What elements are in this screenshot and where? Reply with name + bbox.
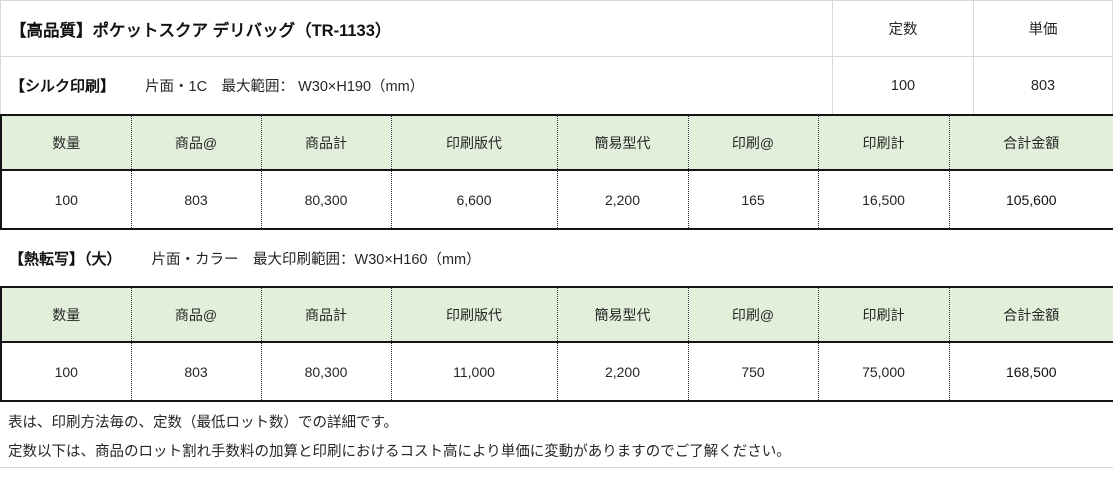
header-item-unit: 商品@: [130, 115, 261, 171]
header-grand-total: 合計金額: [948, 115, 1113, 171]
silk-item-unit: 803: [130, 170, 261, 229]
thermal-price-table: 数量 商品@ 商品計 印刷版代 簡易型代 印刷@ 印刷計 合計金額 100 80…: [0, 286, 1113, 402]
thermal-quantity: 100: [1, 342, 131, 401]
thermal-table-header-row: 数量 商品@ 商品計 印刷版代 簡易型代 印刷@ 印刷計 合計金額: [1, 287, 1113, 343]
silk-print-total: 16,500: [817, 170, 949, 229]
product-title: 【高品質】ポケットスクア デリバッグ（TR-1133）: [0, 1, 833, 57]
silk-teisu-value: 100: [833, 57, 974, 114]
thermal-section-header: 【熱転写】（大） 片面・カラー 最大印刷範囲：W30×H160（mm）: [0, 230, 1113, 286]
thermal-table-data-row: 100 803 80,300 11,000 2,200 750 75,000 1…: [1, 342, 1113, 401]
silk-price-table: 数量 商品@ 商品計 印刷版代 簡易型代 印刷@ 印刷計 合計金額 100 80…: [0, 114, 1113, 230]
header-print-unit: 印刷@: [687, 115, 818, 171]
header-item-total: 商品計: [260, 287, 391, 343]
header-grand-total: 合計金額: [948, 287, 1113, 343]
header-mold-fee: 簡易型代: [556, 115, 688, 171]
header-plate-fee: 印刷版代: [390, 115, 557, 171]
header-print-total: 印刷計: [817, 287, 949, 343]
silk-print-spec: 片面・1C 最大範囲： W30×H190（mm）: [145, 79, 425, 95]
header-plate-fee: 印刷版代: [390, 287, 557, 343]
header-mold-fee: 簡易型代: [556, 287, 688, 343]
thermal-plate-fee: 11,000: [390, 342, 557, 401]
thermal-grand-total: 168,500: [948, 342, 1113, 401]
silk-quantity: 100: [1, 170, 131, 229]
column-header-tanka: 単価: [974, 1, 1113, 57]
footer-notes: 表は、印刷方法毎の、定数（最低ロット数）での詳細です。 定数以下は、商品のロット…: [0, 402, 1113, 468]
header-item-total: 商品計: [260, 115, 391, 171]
header-print-total: 印刷計: [817, 115, 949, 171]
header-quantity: 数量: [1, 115, 131, 171]
silk-table-data-row: 100 803 80,300 6,600 2,200 165 16,500 10…: [1, 170, 1113, 229]
thermal-mold-fee: 2,200: [556, 342, 688, 401]
product-header-table: 【高品質】ポケットスクア デリバッグ（TR-1133） 定数 単価 【シルク印刷…: [0, 0, 1113, 114]
header-quantity: 数量: [1, 287, 131, 343]
silk-mold-fee: 2,200: [556, 170, 688, 229]
thermal-item-total: 80,300: [260, 342, 391, 401]
header-print-unit: 印刷@: [687, 287, 818, 343]
silk-print-section-header: 【シルク印刷】 片面・1C 最大範囲： W30×H190（mm）: [0, 57, 833, 114]
silk-tanka-value: 803: [974, 57, 1113, 114]
silk-table-header-row: 数量 商品@ 商品計 印刷版代 簡易型代 印刷@ 印刷計 合計金額: [1, 115, 1113, 171]
thermal-print-unit: 750: [687, 342, 818, 401]
footer-note-line2: 定数以下は、商品のロット割れ手数料の加算と印刷におけるコスト高により単価に変動が…: [8, 444, 791, 460]
silk-item-total: 80,300: [260, 170, 391, 229]
header-item-unit: 商品@: [130, 287, 261, 343]
thermal-print-total: 75,000: [817, 342, 949, 401]
silk-print-unit: 165: [687, 170, 818, 229]
silk-print-label: 【シルク印刷】: [10, 78, 116, 95]
column-header-teisu: 定数: [833, 1, 974, 57]
silk-plate-fee: 6,600: [390, 170, 557, 229]
thermal-item-unit: 803: [130, 342, 261, 401]
footer-note-line1: 表は、印刷方法毎の、定数（最低ロット数）での詳細です。: [8, 415, 399, 431]
thermal-spec: 片面・カラー 最大印刷範囲：W30×H160（mm）: [151, 251, 481, 268]
silk-grand-total: 105,600: [948, 170, 1113, 229]
thermal-label: 【熱転写】（大）: [9, 250, 122, 268]
